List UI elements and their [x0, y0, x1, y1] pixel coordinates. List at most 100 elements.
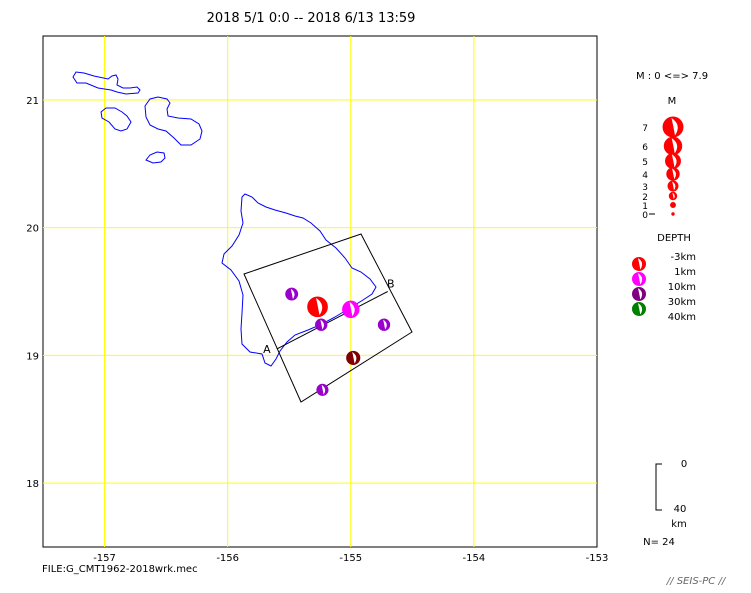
beachball-outline — [671, 212, 675, 216]
beachball-outline — [670, 202, 676, 208]
depth-scale-unit: km — [671, 519, 687, 530]
magnitude-legend-label: 2 — [642, 193, 648, 203]
earthquake-event — [377, 318, 391, 331]
depth-scale-bottom: 40 — [674, 504, 687, 515]
magnitude-legend-label: 5 — [642, 158, 648, 168]
magnitude-legend-label: 3 — [642, 183, 648, 193]
brand-text: // SEIS-PC // — [666, 576, 727, 587]
beachball-dilatation — [290, 288, 295, 300]
beachball-dilatation — [352, 352, 357, 364]
legend-depth-heading: DEPTH — [657, 233, 691, 244]
magnitude-legend-symbol — [662, 116, 684, 138]
earthquake-event — [316, 383, 329, 396]
magnitude-legend-label: 7 — [642, 124, 648, 134]
beachball-outline — [316, 383, 329, 396]
event-count: N= 24 — [643, 537, 675, 548]
depth-legend-symbol — [632, 257, 646, 271]
depth-legend-symbol — [632, 272, 646, 286]
depth-legend-symbol — [632, 302, 646, 316]
lat-tick-label: 21 — [26, 96, 39, 107]
magnitude-legend-label: 6 — [642, 143, 648, 153]
beachball-dilatation — [671, 138, 678, 154]
beachball-outline — [632, 287, 646, 301]
earthquake-event — [315, 318, 328, 331]
beachball-outline — [632, 257, 646, 271]
depth-legend-label: 40km — [668, 312, 696, 323]
beachball-dilatation — [316, 297, 323, 316]
beachball-outline — [377, 318, 391, 331]
depth-legend-label: -3km — [670, 252, 696, 263]
magnitude-legend-symbol — [668, 191, 678, 201]
beachball-outline — [668, 191, 678, 201]
depth-legend-label: 10km — [668, 282, 696, 293]
beachball-outline — [342, 300, 360, 319]
depth-legend-label: 30km — [668, 297, 696, 308]
magnitude-legend-label: 1 — [642, 202, 648, 212]
section-label-a: A — [263, 343, 271, 356]
section-label-b: B — [387, 278, 395, 291]
beachball-dilatation — [672, 181, 676, 191]
magnitude-legend-symbol — [670, 202, 676, 208]
legend-magnitude-range: M : 0 <=> 7.9 — [636, 71, 708, 82]
earthquake-events — [285, 287, 391, 396]
earthquake-event — [342, 300, 360, 319]
cross-section-line — [276, 291, 388, 350]
lat-tick-label: 20 — [26, 224, 39, 235]
magnitude-legend-symbol — [667, 180, 679, 192]
beachball-outline — [632, 272, 646, 286]
magnitude-legend-symbol — [671, 212, 675, 216]
coast-kahoolawe — [145, 151, 166, 164]
lon-tick-label: -156 — [216, 553, 239, 564]
magnitude-legend-label: 0 — [642, 211, 648, 221]
depth-legend-symbol — [632, 287, 646, 301]
legend-magnitude-heading: M — [668, 96, 677, 107]
beachball-outline — [667, 180, 679, 192]
coast-molokai — [100, 107, 132, 132]
coast-maui — [144, 96, 203, 146]
lat-tick-label: 18 — [26, 479, 39, 490]
axis-tick-labels: -157 -156 -155 -154 -153 18 19 20 21 — [26, 96, 608, 564]
beachball-outline — [346, 350, 361, 366]
beachball-dilatation — [638, 258, 643, 270]
magnitude-legend-symbol — [666, 167, 680, 181]
beachball-dilatation — [672, 192, 675, 200]
lon-tick-label: -153 — [586, 553, 609, 564]
beachball-dilatation — [671, 154, 677, 168]
earthquake-event — [307, 296, 328, 318]
lon-tick-label: -154 — [463, 553, 486, 564]
graticule — [43, 36, 597, 547]
beachball-dilatation — [671, 118, 678, 136]
magnitude-legend-symbol — [665, 153, 681, 169]
lon-tick-label: -155 — [339, 553, 362, 564]
beachball-dilatation — [672, 168, 676, 180]
lat-tick-label: 19 — [26, 351, 39, 362]
beachball-outline — [307, 296, 328, 318]
earthquake-event — [285, 287, 299, 301]
beachball-outline — [315, 318, 328, 331]
file-name: FILE:G_CMT1962-2018wrk.mec — [42, 564, 198, 575]
cross-section — [243, 233, 413, 403]
beachball-dilatation — [638, 273, 643, 285]
beachball-dilatation — [638, 303, 643, 315]
beachball-dilatation — [638, 288, 643, 300]
beachball-dilatation — [320, 319, 324, 330]
coast-kauai-niihau — [72, 71, 141, 95]
map-title: 2018 5/1 0:0 -- 2018 6/13 13:59 — [207, 11, 416, 26]
beachball-dilatation — [383, 319, 387, 330]
depth-scale-bar — [655, 463, 662, 511]
lon-tick-label: -157 — [93, 553, 116, 564]
beachball-outline — [285, 287, 299, 301]
cross-section-box — [243, 233, 413, 403]
beachball-dilatation — [349, 302, 355, 317]
beachball-outline — [632, 302, 646, 316]
depth-scale-top: 0 — [681, 459, 687, 470]
depth-legend-label: 1km — [674, 267, 696, 278]
magnitude-legend-symbol — [663, 136, 683, 156]
beachball-dilatation — [321, 384, 326, 395]
magnitude-legend-label: 4 — [642, 171, 648, 181]
depth-legend-items: -3km 1km 10km 30km 40km — [632, 252, 696, 323]
earthquake-event — [346, 350, 361, 366]
map-frame — [42, 35, 598, 548]
